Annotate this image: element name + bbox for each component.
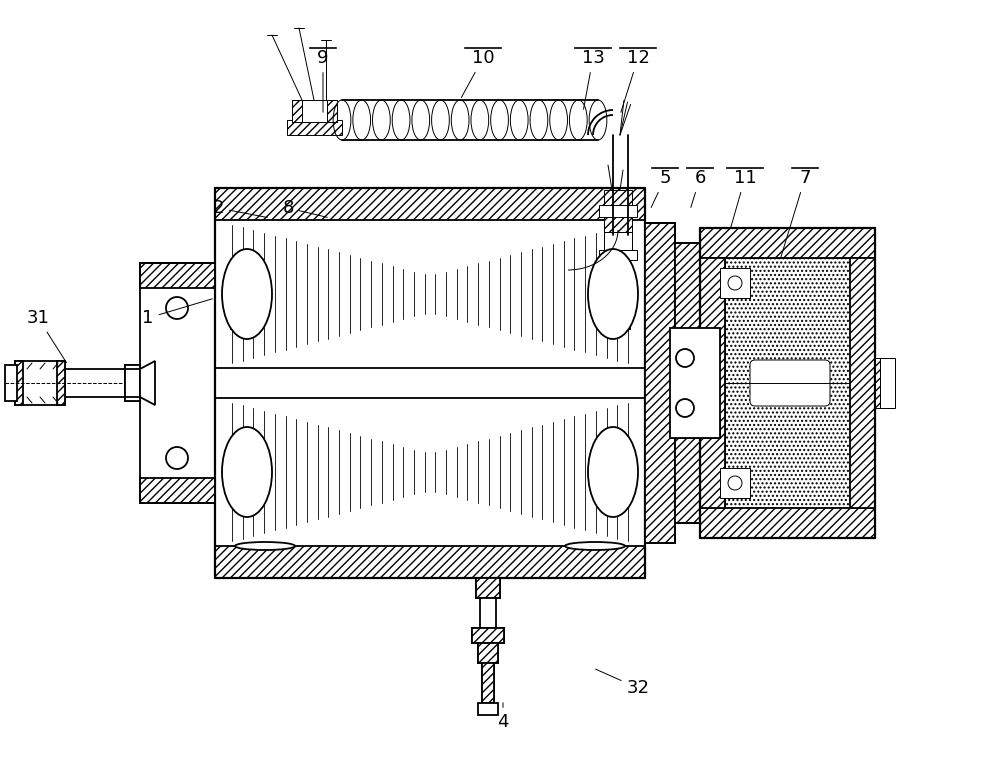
Text: 1: 1 [142, 299, 212, 327]
Bar [472, 628, 504, 643]
Circle shape [728, 276, 742, 290]
Bar [670, 328, 720, 438]
Text: 11: 11 [731, 169, 756, 227]
Bar [57, 361, 65, 405]
Text: 31: 31 [27, 309, 67, 363]
Bar [215, 188, 645, 220]
Ellipse shape [235, 542, 295, 550]
Circle shape [166, 297, 188, 319]
Bar [720, 268, 750, 298]
Ellipse shape [565, 542, 625, 550]
Bar [476, 578, 500, 598]
Bar [480, 598, 496, 628]
Bar [125, 365, 140, 401]
Text: 7: 7 [781, 169, 811, 257]
Text: 12: 12 [621, 49, 649, 112]
Bar [287, 120, 342, 135]
Text: 2: 2 [212, 199, 267, 217]
Bar [327, 100, 337, 122]
Bar [700, 228, 875, 258]
Bar [478, 643, 498, 663]
Bar [476, 578, 500, 598]
Bar [670, 418, 720, 438]
Bar [875, 358, 880, 408]
Bar [700, 508, 875, 538]
Bar [292, 100, 337, 122]
Bar [675, 243, 700, 523]
Bar [604, 217, 632, 232]
Bar [604, 232, 632, 250]
Bar [15, 361, 23, 405]
Ellipse shape [588, 249, 638, 339]
Text: 10: 10 [461, 49, 494, 98]
Text: 32: 32 [596, 669, 650, 697]
Bar [238, 286, 246, 302]
Bar [600, 259, 630, 329]
Bar [725, 258, 850, 508]
Bar [850, 258, 875, 508]
Polygon shape [140, 361, 155, 405]
Bar [670, 328, 720, 348]
Circle shape [676, 349, 694, 367]
Circle shape [676, 399, 694, 417]
Text: 4: 4 [497, 703, 509, 731]
Bar [482, 663, 494, 703]
Bar [599, 205, 637, 217]
Circle shape [728, 476, 742, 490]
Ellipse shape [222, 427, 272, 517]
Bar [482, 663, 494, 703]
Bar [720, 468, 750, 498]
Bar [472, 628, 504, 643]
Ellipse shape [222, 249, 272, 339]
Text: 5: 5 [651, 169, 671, 207]
Bar [15, 361, 65, 405]
Bar [478, 703, 498, 715]
Bar [875, 358, 895, 408]
Bar [604, 190, 632, 205]
Bar [230, 368, 630, 398]
Bar [215, 546, 645, 578]
Bar [599, 250, 637, 260]
Text: 9: 9 [317, 49, 329, 112]
FancyBboxPatch shape [750, 360, 830, 406]
Bar [140, 478, 215, 503]
Circle shape [166, 447, 188, 469]
Bar [230, 259, 260, 329]
Bar [478, 643, 498, 663]
Ellipse shape [588, 427, 638, 517]
Bar [140, 263, 215, 288]
Text: 6: 6 [691, 169, 706, 207]
Bar [645, 223, 675, 543]
Bar [292, 100, 302, 122]
Text: 8: 8 [282, 199, 327, 217]
Bar [5, 365, 17, 401]
Bar [700, 258, 725, 508]
Text: 13: 13 [582, 49, 604, 109]
